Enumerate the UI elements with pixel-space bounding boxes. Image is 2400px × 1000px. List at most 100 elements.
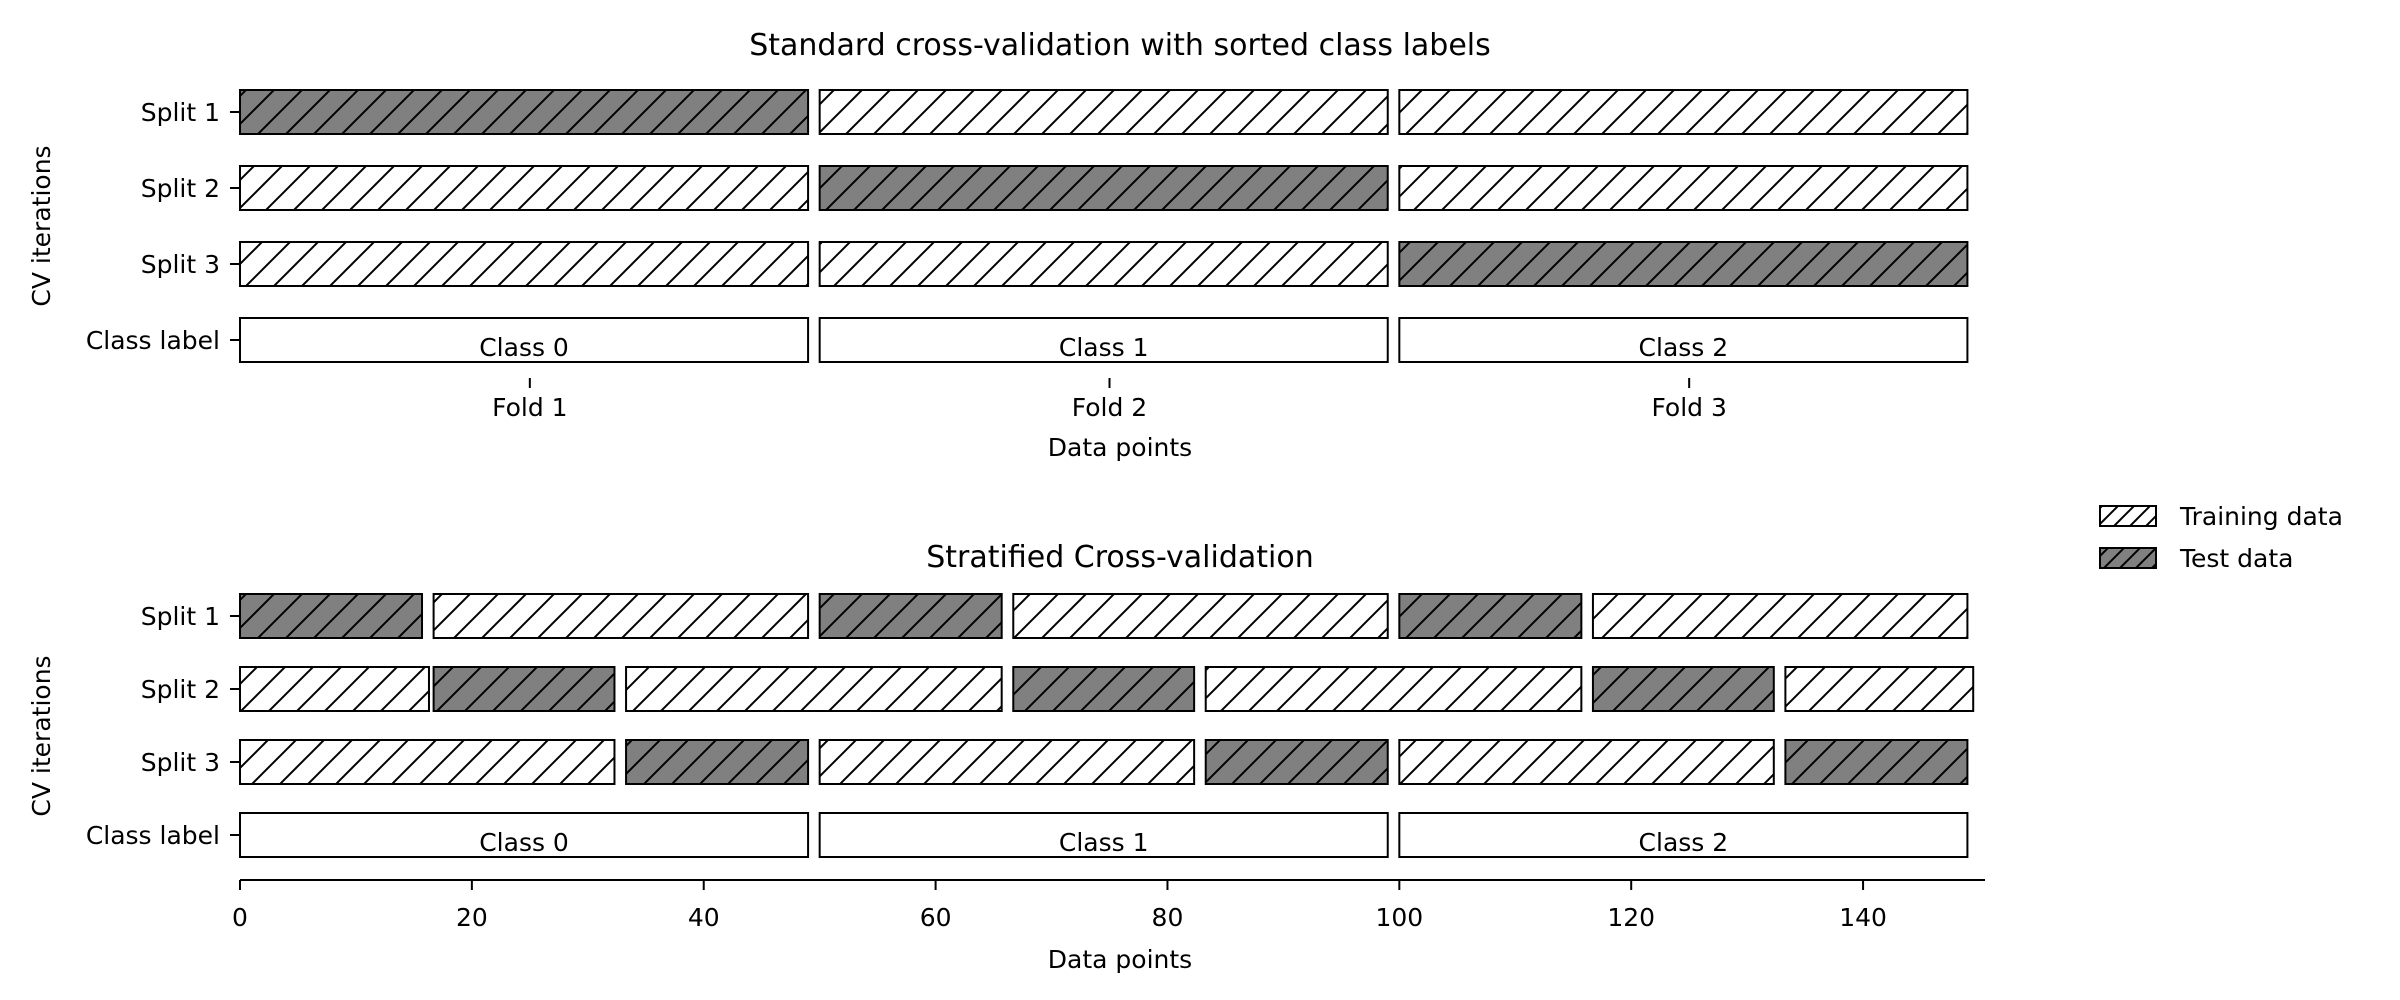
bar-segment-hatch (1013, 594, 1388, 638)
bar-segment-edge (1204, 666, 1583, 712)
bar-segment-edge (1398, 165, 1969, 211)
bar-segment-edge (1204, 739, 1389, 785)
legend-swatch-hatch (2099, 505, 2157, 527)
bar-segment-edge (1591, 666, 1775, 712)
bar-segment-edge (625, 739, 810, 785)
stratified-cv-title: Stratified Cross-validation (926, 540, 1314, 575)
bar-segment-hatch (1592, 594, 1968, 638)
standard-cv-y-ticks: Split 1 Split 2 Split 3 Class label (86, 98, 240, 355)
x-tick-label: Fold 1 (492, 393, 567, 422)
bar-segment-class (1399, 318, 1968, 362)
y-tick-label: Class label (86, 326, 220, 355)
bar-segment-hatch (240, 90, 809, 134)
bar-segment-hatch (240, 166, 809, 210)
bar-segment-hatch (626, 667, 1002, 711)
bar-segment-edge (432, 593, 810, 639)
bar-segment-edge (1398, 241, 1969, 287)
x-tick-label: 60 (920, 903, 952, 932)
standard-cv-bars: Class 0 Class 1 Class 2 (239, 89, 1969, 363)
x-tick-label: Fold 3 (1651, 393, 1726, 422)
bar-segment-edge (1398, 593, 1583, 639)
bar-segment-hatch (1399, 242, 1968, 286)
class-label-text: Class 0 (479, 333, 569, 362)
bar-segment-class (240, 318, 809, 362)
class-label-text: Class 1 (1059, 828, 1149, 857)
bar-segment-hatch (240, 667, 429, 711)
bar-segment-edge (1784, 739, 1969, 785)
legend-label-test: Test data (2179, 544, 2294, 573)
bar-segment-class (819, 318, 1388, 362)
standard-cv-x-ticks: Fold 1 Fold 2 Fold 3 (492, 378, 1727, 422)
stratified-cv-panel: Stratified Cross-validation Class 0 Class… (27, 540, 1985, 974)
x-tick-label: 80 (1152, 903, 1184, 932)
bar-segment-edge (1591, 593, 1969, 639)
bar-segment-class (1399, 813, 1968, 857)
x-tick-label: 0 (232, 903, 248, 932)
legend-label-training: Training data (2179, 502, 2343, 531)
bar-segment-hatch (1399, 90, 1968, 134)
x-tick-label: 40 (688, 903, 720, 932)
standard-cv-panel: Standard cross-validation with sorted cl… (27, 28, 1969, 462)
bar-segment-hatch (819, 90, 1388, 134)
bar-segment-edge (1398, 812, 1969, 858)
bar-segment-edge (1398, 739, 1775, 785)
bar-segment-hatch (433, 594, 809, 638)
bar-segment-hatch (1013, 667, 1195, 711)
bar-segment-edge (1012, 666, 1196, 712)
bar-segment-hatch (819, 166, 1388, 210)
bar-segment-edge (818, 89, 1389, 135)
bar-segment-edge (818, 317, 1389, 363)
bar-segment-class (240, 813, 809, 857)
x-tick-label: 120 (1607, 903, 1655, 932)
bar-segment-edge (818, 165, 1389, 211)
standard-cv-title: Standard cross-validation with sorted cl… (749, 28, 1491, 63)
bar-segment-hatch (240, 740, 615, 784)
bar-segment-edge (625, 666, 1003, 712)
bar-segment-hatch (1399, 740, 1774, 784)
stratified-cv-ylabel: CV iterations (27, 655, 56, 816)
y-tick-label: Split 3 (141, 748, 220, 777)
x-tick-label: 100 (1375, 903, 1423, 932)
bar-segment-hatch (626, 740, 809, 784)
bar-segment-hatch (433, 667, 615, 711)
bar-segment-hatch (1785, 740, 1968, 784)
class-label-text: Class 2 (1639, 333, 1729, 362)
bar-segment-hatch (240, 242, 809, 286)
standard-cv-xlabel: Data points (1048, 433, 1192, 462)
y-tick-label: Class label (86, 821, 220, 850)
bar-segment-edge (1784, 666, 1975, 712)
y-tick-label: Split 2 (141, 174, 220, 203)
stratified-cv-xlabel: Data points (1048, 945, 1192, 974)
bar-segment-edge (1398, 89, 1969, 135)
x-tick-label: Fold 2 (1072, 393, 1147, 422)
x-tick-label: 20 (456, 903, 488, 932)
stratified-cv-y-ticks: Split 1 Split 2 Split 3 Class label (86, 602, 240, 850)
class-label-text: Class 0 (479, 828, 569, 857)
bar-segment-edge (1398, 317, 1969, 363)
y-tick-label: Split 2 (141, 675, 220, 704)
bar-segment-edge (818, 241, 1389, 287)
x-tick-label: 140 (1839, 903, 1887, 932)
bar-segment-class (819, 813, 1388, 857)
bar-segment-hatch (819, 740, 1195, 784)
bar-segment-hatch (1785, 667, 1974, 711)
bar-segment-edge (818, 812, 1389, 858)
bar-segment-hatch (1399, 166, 1968, 210)
class-label-text: Class 1 (1059, 333, 1149, 362)
y-tick-label: Split 1 (141, 98, 220, 127)
bar-segment-hatch (1399, 594, 1582, 638)
bar-segment-hatch (1592, 667, 1774, 711)
legend: Training data Test data (2099, 502, 2343, 573)
bar-segment-hatch (240, 594, 423, 638)
y-tick-label: Split 1 (141, 602, 220, 631)
class-label-text: Class 2 (1639, 828, 1729, 857)
bar-segment-edge (432, 666, 616, 712)
bar-segment-hatch (819, 242, 1388, 286)
bar-segment-hatch (1205, 740, 1388, 784)
bar-segment-edge (818, 593, 1003, 639)
bar-segment-hatch (1205, 667, 1582, 711)
stratified-cv-x-ticks: 0 20 40 60 80 100 120 140 (232, 879, 1985, 932)
bar-segment-edge (818, 739, 1196, 785)
legend-swatch-hatch (2099, 547, 2157, 569)
